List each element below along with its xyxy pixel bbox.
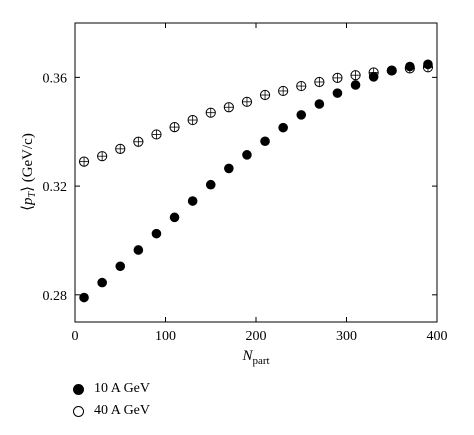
- point-40agev: [259, 89, 271, 101]
- point-40agev: [241, 96, 253, 107]
- point-10agev: [368, 72, 379, 82]
- x-tick-label: 100: [155, 329, 176, 344]
- point-40agev: [332, 72, 343, 84]
- point-10agev: [151, 228, 162, 239]
- point-40agev: [97, 151, 108, 162]
- x-tick-label: 0: [72, 329, 79, 344]
- x-axis-label: Npart: [241, 348, 269, 367]
- x-axis-label-main: N: [241, 348, 253, 364]
- point-10agev: [97, 277, 107, 288]
- point-10agev: [350, 80, 361, 90]
- filled-circle-icon: [73, 383, 84, 395]
- point-10agev: [332, 88, 343, 98]
- x-tick-label: 300: [336, 329, 357, 344]
- point-10agev: [405, 61, 415, 72]
- point-10agev: [278, 122, 288, 133]
- point-40agev: [296, 80, 307, 92]
- point-10agev: [296, 110, 307, 120]
- y-tick-label: 0.28: [43, 289, 68, 304]
- legend-item-10agev: 10 A GeV: [73, 378, 150, 400]
- point-10agev: [423, 59, 433, 70]
- point-10agev: [79, 292, 89, 303]
- legend-label-40agev: 40 A GeV: [94, 403, 150, 418]
- data-points: [78, 59, 434, 303]
- point-40agev: [278, 85, 289, 97]
- point-40agev: [115, 143, 126, 154]
- point-40agev: [205, 107, 216, 118]
- y-axis-label: ⟨pT⟩ (GeV/c): [20, 133, 38, 211]
- point-10agev: [224, 163, 234, 174]
- point-40agev: [169, 122, 180, 133]
- tick-labels: 0 100 200 300 400 0.28 0.32 0.36: [43, 71, 448, 344]
- point-10agev: [314, 99, 325, 109]
- legend: 10 A GeV 40 A GeV: [73, 378, 150, 422]
- point-40agev: [151, 129, 162, 140]
- point-10agev: [386, 65, 397, 76]
- x-axis-label-sub: part: [252, 355, 269, 367]
- y-axis-label-open: ⟨: [20, 205, 36, 211]
- legend-label-10agev: 10 A GeV: [94, 381, 150, 396]
- x-tick-label: 400: [427, 329, 448, 344]
- point-40agev: [187, 114, 198, 126]
- axis-ticks: [74, 23, 438, 322]
- point-10agev: [169, 212, 180, 223]
- y-tick-label: 0.32: [43, 180, 68, 195]
- y-axis-label-p: p: [20, 197, 36, 206]
- point-40agev: [223, 102, 234, 113]
- plot-frame: [74, 22, 438, 323]
- y-axis-label-sub: T: [27, 190, 38, 197]
- point-10agev: [133, 245, 144, 255]
- point-40agev: [133, 136, 144, 147]
- point-10agev: [187, 196, 198, 206]
- x-tick-label: 200: [246, 329, 267, 344]
- open-circle-icon: [73, 405, 84, 417]
- point-10agev: [205, 179, 216, 190]
- point-40agev: [350, 70, 361, 81]
- legend-item-40agev: 40 A GeV: [73, 400, 150, 422]
- y-tick-label: 0.36: [43, 71, 68, 86]
- point-10agev: [115, 261, 126, 272]
- point-40agev: [314, 76, 325, 88]
- point-10agev: [260, 136, 270, 147]
- y-axis-label-unit: ⟩ (GeV/c): [20, 133, 36, 192]
- point-40agev: [78, 156, 90, 167]
- point-10agev: [242, 150, 252, 160]
